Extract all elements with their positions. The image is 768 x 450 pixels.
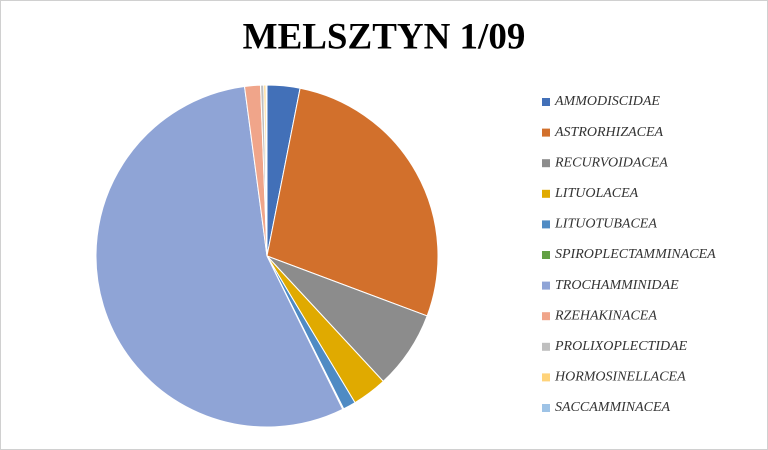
legend-swatch: [542, 404, 550, 412]
pie-slice: [265, 84, 268, 257]
legend-swatch: [542, 312, 550, 321]
pie-slice: [266, 87, 439, 317]
legend-label: ASTRORHIZACEA: [554, 125, 664, 140]
legend-swatch: [542, 189, 550, 198]
legend-swatch: [542, 342, 550, 351]
legend-label: RZEHAKINACEA: [554, 308, 657, 323]
legend-label: SACCAMMINACEA: [555, 400, 671, 415]
legend-swatch: [542, 281, 550, 290]
legend-swatch: [542, 98, 550, 106]
legend-label: AMMODISCIDAE: [554, 94, 660, 109]
legend-swatch: [542, 159, 550, 168]
legend-swatch: [542, 128, 550, 137]
pie-slice: [95, 85, 344, 428]
legend-label: SPIROPLECTAMMINACEA: [555, 247, 716, 262]
legend-swatch: [542, 373, 550, 382]
legend-swatch: [542, 251, 550, 259]
legend-label: TROCHAMMINIDAE: [555, 278, 679, 293]
legend-label: PROLIXOPLECTIDAE: [554, 339, 688, 354]
legend-label: LITUOLACEA: [554, 186, 639, 201]
legend-label: LITUOTUBACEA: [554, 217, 657, 232]
legend-label: RECURVOIDACEA: [554, 155, 668, 170]
chart-title: MELSZTYN 1/09: [243, 16, 526, 57]
legend-label: HORMOSINELLACEA: [554, 370, 686, 385]
legend-swatch: [542, 220, 550, 229]
